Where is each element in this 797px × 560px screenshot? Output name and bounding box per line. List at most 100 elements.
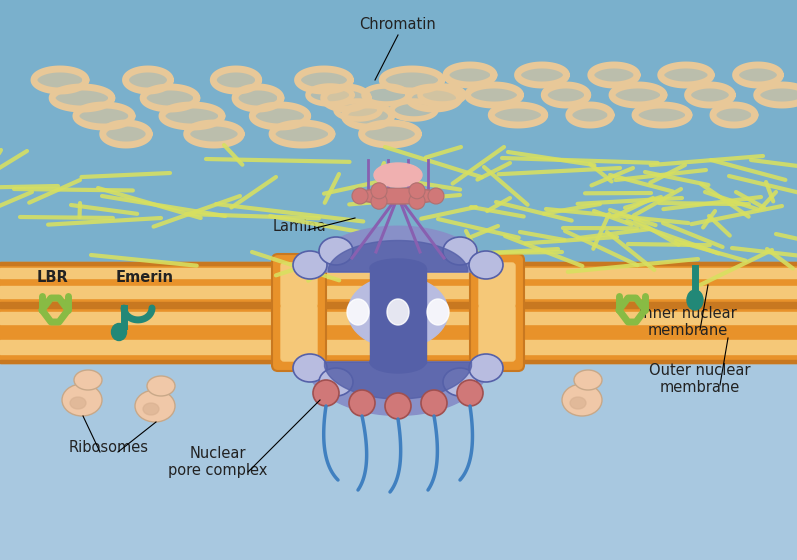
Polygon shape	[392, 101, 436, 119]
Ellipse shape	[687, 290, 703, 310]
Circle shape	[352, 188, 368, 204]
Polygon shape	[468, 85, 520, 105]
Bar	[0, 290, 797, 560]
Bar	[0, 360, 797, 363]
FancyBboxPatch shape	[479, 263, 515, 307]
Polygon shape	[103, 123, 149, 145]
Ellipse shape	[443, 237, 477, 265]
Text: Ribosomes: Ribosomes	[69, 440, 149, 455]
Ellipse shape	[143, 403, 159, 415]
Ellipse shape	[574, 370, 602, 390]
Text: Outer nuclear
membrane: Outer nuclear membrane	[650, 363, 751, 395]
Circle shape	[421, 390, 447, 416]
Polygon shape	[591, 65, 637, 85]
Polygon shape	[446, 65, 494, 85]
Polygon shape	[344, 105, 391, 127]
Ellipse shape	[427, 299, 449, 325]
Polygon shape	[517, 65, 567, 85]
Ellipse shape	[570, 397, 586, 409]
Polygon shape	[336, 101, 380, 119]
Ellipse shape	[347, 299, 369, 325]
Polygon shape	[76, 105, 132, 127]
Polygon shape	[162, 105, 222, 127]
Polygon shape	[688, 85, 732, 105]
Polygon shape	[544, 85, 587, 105]
Circle shape	[409, 193, 425, 209]
Polygon shape	[713, 105, 755, 125]
Circle shape	[385, 393, 411, 419]
Ellipse shape	[74, 370, 102, 390]
FancyBboxPatch shape	[272, 254, 326, 371]
Polygon shape	[612, 85, 664, 105]
Ellipse shape	[135, 390, 175, 422]
Text: Chromatin: Chromatin	[359, 17, 437, 32]
Polygon shape	[408, 87, 460, 109]
Bar	[0, 305, 797, 308]
Bar	[0, 340, 797, 354]
FancyBboxPatch shape	[281, 305, 317, 361]
Ellipse shape	[293, 251, 327, 279]
Polygon shape	[420, 86, 464, 104]
Polygon shape	[364, 86, 408, 104]
Bar	[0, 268, 797, 278]
Polygon shape	[757, 85, 797, 105]
Circle shape	[428, 188, 444, 204]
Polygon shape	[306, 362, 490, 416]
Polygon shape	[186, 123, 241, 145]
Bar	[0, 262, 797, 305]
Ellipse shape	[443, 368, 477, 396]
Ellipse shape	[562, 384, 602, 416]
Polygon shape	[362, 123, 418, 145]
FancyBboxPatch shape	[479, 305, 515, 361]
Polygon shape	[272, 123, 332, 145]
Polygon shape	[383, 69, 442, 91]
Ellipse shape	[348, 276, 448, 348]
Polygon shape	[52, 87, 112, 109]
Circle shape	[371, 183, 387, 199]
Polygon shape	[214, 69, 259, 91]
Bar	[0, 312, 797, 324]
FancyBboxPatch shape	[470, 254, 524, 371]
FancyBboxPatch shape	[281, 263, 317, 307]
Polygon shape	[661, 65, 711, 85]
Polygon shape	[297, 69, 351, 91]
Polygon shape	[143, 87, 197, 109]
Ellipse shape	[353, 188, 443, 204]
Text: Emerin: Emerin	[116, 270, 174, 285]
Text: Nuclear
pore complex: Nuclear pore complex	[168, 446, 268, 478]
Polygon shape	[34, 69, 86, 91]
Ellipse shape	[147, 376, 175, 396]
Polygon shape	[491, 105, 544, 125]
Circle shape	[313, 380, 339, 406]
Polygon shape	[569, 105, 611, 125]
Ellipse shape	[319, 368, 353, 396]
Circle shape	[371, 193, 387, 209]
Polygon shape	[308, 86, 352, 104]
Circle shape	[409, 183, 425, 199]
Bar	[0, 0, 797, 290]
Bar	[370, 268, 426, 363]
Polygon shape	[736, 65, 780, 85]
Ellipse shape	[70, 397, 86, 409]
Polygon shape	[126, 69, 171, 91]
Bar	[0, 302, 797, 305]
Ellipse shape	[62, 384, 102, 416]
Ellipse shape	[370, 259, 426, 277]
Ellipse shape	[370, 351, 426, 373]
Polygon shape	[324, 362, 472, 399]
Ellipse shape	[319, 237, 353, 265]
Text: Lamina: Lamina	[273, 219, 327, 234]
Bar	[0, 305, 797, 363]
Polygon shape	[253, 105, 308, 127]
Polygon shape	[324, 87, 368, 109]
Ellipse shape	[112, 324, 127, 340]
Polygon shape	[310, 226, 486, 272]
Text: LBR: LBR	[36, 270, 68, 285]
Ellipse shape	[374, 163, 422, 187]
Text: Inner nuclear
membrane: Inner nuclear membrane	[639, 306, 737, 338]
Bar	[0, 262, 797, 265]
Polygon shape	[635, 105, 689, 125]
Ellipse shape	[469, 354, 503, 382]
Ellipse shape	[387, 299, 409, 325]
Polygon shape	[235, 87, 281, 109]
